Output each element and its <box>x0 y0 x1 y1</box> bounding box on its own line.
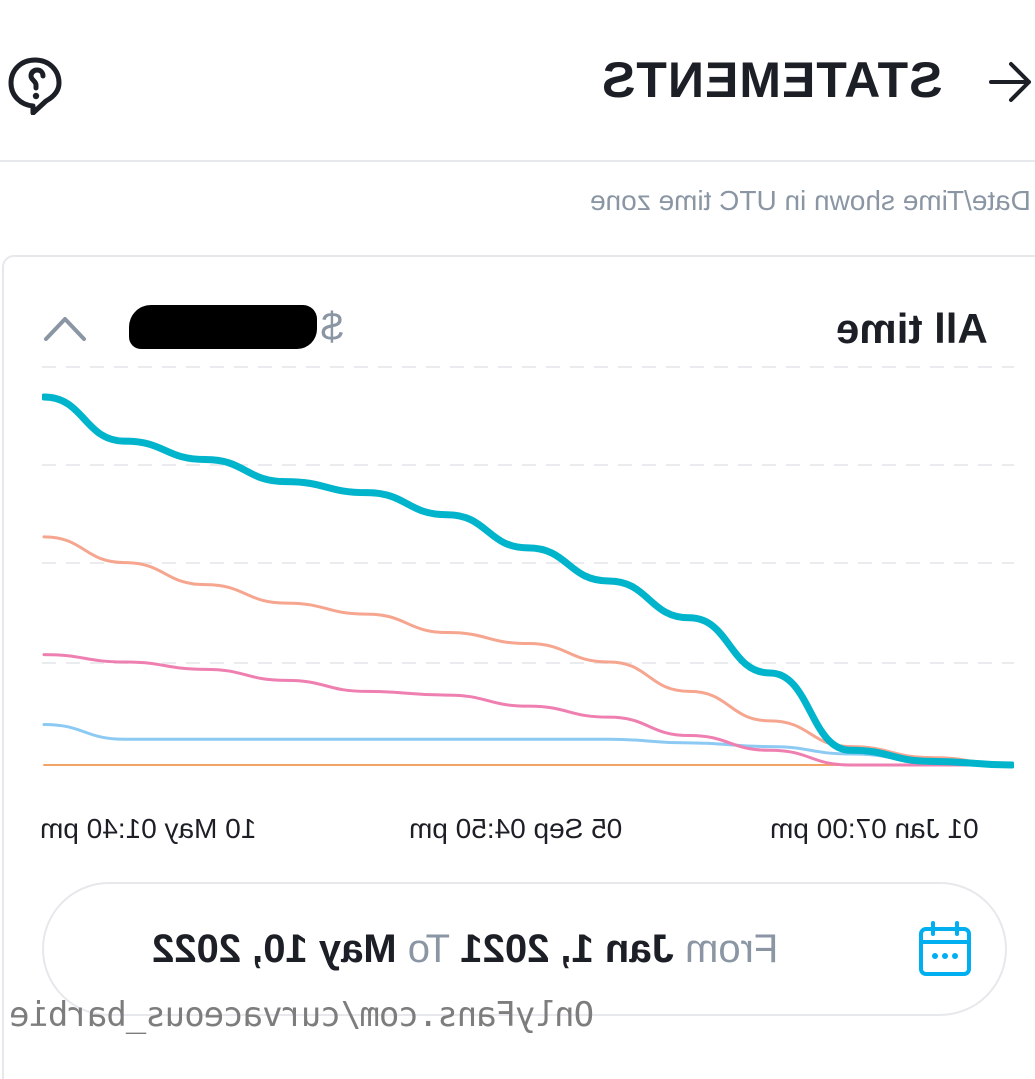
help-chat-icon[interactable] <box>6 55 64 115</box>
date-range-text: From Jan 1, 2021 To May 10, 2022 <box>152 924 778 974</box>
to-date[interactable]: May 10, 2022 <box>152 927 397 971</box>
total-amount: $ <box>129 301 343 353</box>
calendar-icon[interactable] <box>917 920 973 978</box>
x-tick-label: 05 Sep 04:50 pm <box>409 813 623 844</box>
watermark: OnlyFans.com/curvaceous_barbie <box>10 995 595 1035</box>
to-label: To <box>407 927 451 971</box>
earnings-card: $ All time 10 May 01:40 pm 05 Sep 04:50 … <box>2 255 1035 1079</box>
x-tick-label: 10 May 01:40 pm <box>40 813 257 844</box>
timezone-note: Date/Time shown in UTC time zone <box>590 185 1031 216</box>
period-label[interactable]: All time <box>836 305 988 352</box>
series-line <box>42 393 1014 769</box>
series-line <box>42 535 1014 767</box>
arrow-left-icon[interactable] <box>987 60 1033 104</box>
series-line <box>42 723 1014 767</box>
x-tick-label: 01 Jan 07:00 pm <box>770 813 979 844</box>
date-range-selector[interactable]: From Jan 1, 2021 To May 10, 2022 <box>42 882 1007 1016</box>
currency-symbol: $ <box>321 304 344 349</box>
from-date[interactable]: Jan 1, 2021 <box>460 927 674 971</box>
from-label: From <box>685 927 779 971</box>
top-bar: STATEMENTS <box>0 0 1035 162</box>
redacted-amount <box>129 305 317 349</box>
page-title: STATEMENTS <box>600 52 942 108</box>
earnings-chart <box>42 366 1014 769</box>
chevron-up-icon[interactable] <box>42 313 88 343</box>
series-line <box>42 653 1014 767</box>
